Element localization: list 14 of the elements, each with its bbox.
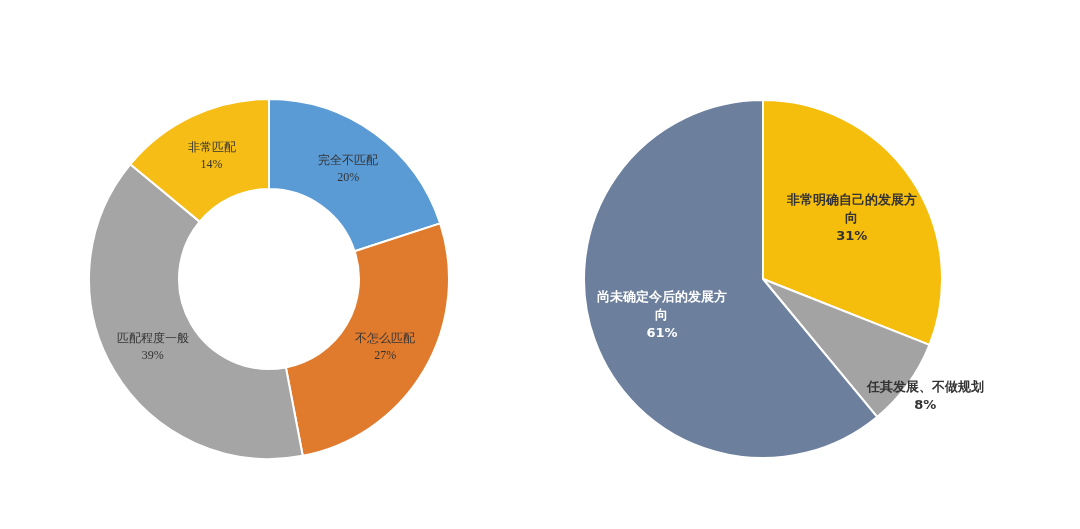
- data-label: 61%: [646, 325, 678, 341]
- slice-label: 非常匹配: [187, 140, 236, 155]
- data-label: 27%: [374, 347, 397, 362]
- data-label: 39%: [141, 347, 164, 362]
- slice-label: 匹配程度一般: [116, 331, 189, 346]
- slice-label: 任其发展、不做规划: [865, 379, 984, 395]
- data-label: 8%: [914, 397, 937, 413]
- slice-label: 不怎么匹配: [355, 331, 416, 346]
- slice-label: 非常明确自己的发展方向: [785, 191, 917, 226]
- data-label: 31%: [836, 228, 868, 244]
- data-label: 20%: [337, 169, 360, 184]
- slice-label: 尚未确定今后的发展方向: [596, 288, 727, 322]
- slice-label: 完全不匹配: [318, 153, 379, 168]
- data-label: 14%: [200, 157, 223, 171]
